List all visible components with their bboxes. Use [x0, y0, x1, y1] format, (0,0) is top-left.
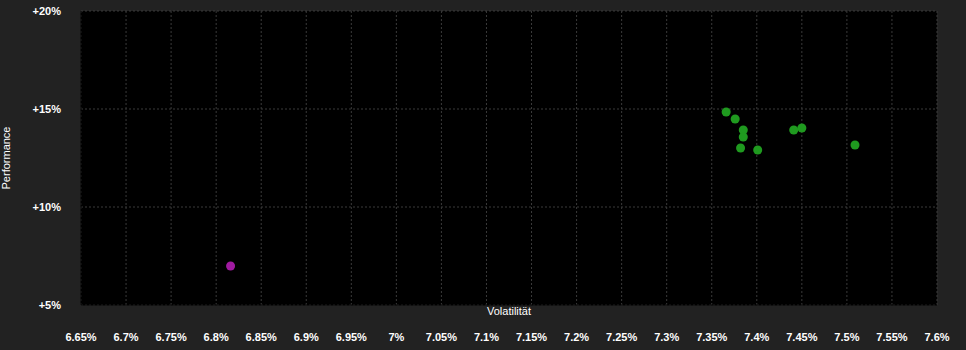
svg-text:7.15%: 7.15% [516, 331, 547, 343]
svg-text:6.65%: 6.65% [65, 331, 96, 343]
svg-text:7.55%: 7.55% [876, 331, 907, 343]
svg-text:6.7%: 6.7% [114, 331, 139, 343]
svg-text:6.85%: 6.85% [246, 331, 277, 343]
svg-text:7.3%: 7.3% [654, 331, 679, 343]
svg-text:7.45%: 7.45% [786, 331, 817, 343]
svg-text:7.6%: 7.6% [924, 331, 949, 343]
svg-text:+5%: +5% [39, 299, 62, 311]
svg-text:6.75%: 6.75% [156, 331, 187, 343]
svg-text:Volatilität: Volatilität [487, 305, 531, 317]
svg-text:6.95%: 6.95% [336, 331, 367, 343]
svg-text:+15%: +15% [33, 103, 62, 115]
svg-text:7.4%: 7.4% [744, 331, 769, 343]
svg-text:6.9%: 6.9% [294, 331, 319, 343]
svg-text:6.8%: 6.8% [204, 331, 229, 343]
svg-text:7.05%: 7.05% [426, 331, 457, 343]
svg-text:7%: 7% [388, 331, 404, 343]
svg-text:+20%: +20% [33, 5, 62, 17]
svg-text:7.25%: 7.25% [606, 331, 637, 343]
svg-text:7.2%: 7.2% [564, 331, 589, 343]
svg-text:7.5%: 7.5% [834, 331, 859, 343]
svg-text:7.35%: 7.35% [696, 331, 727, 343]
svg-text:Performance: Performance [8, 127, 12, 190]
svg-text:7.1%: 7.1% [474, 331, 499, 343]
svg-text:+10%: +10% [33, 201, 62, 213]
